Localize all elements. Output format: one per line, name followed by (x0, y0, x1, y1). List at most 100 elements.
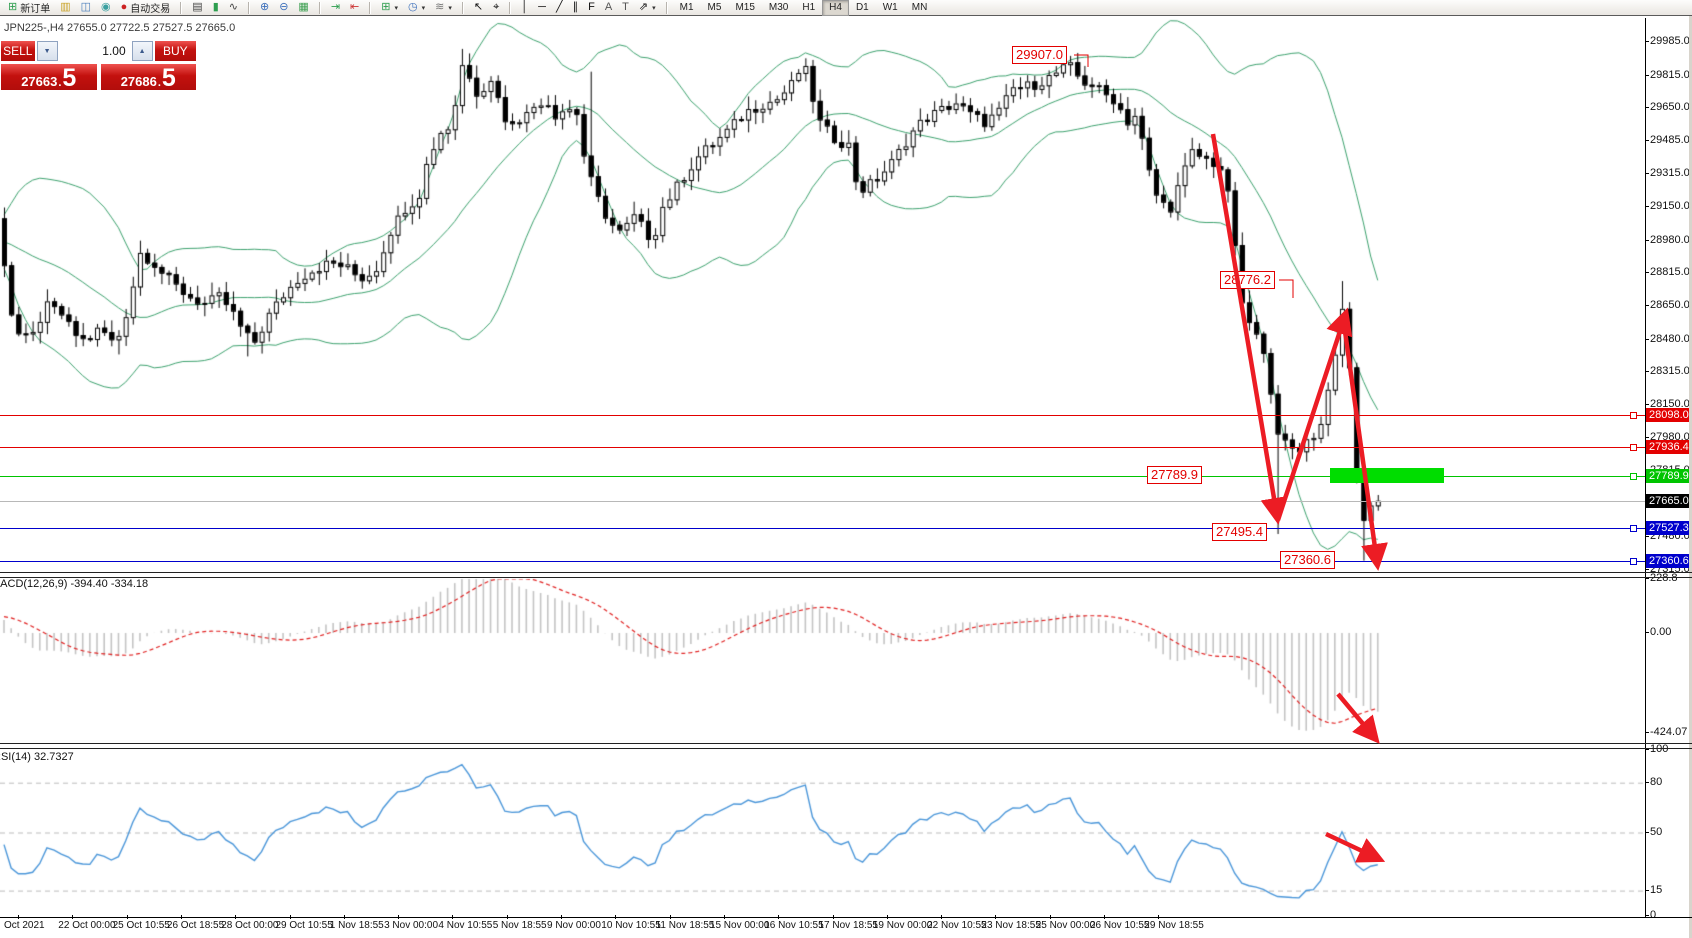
crosshair-icon: ⌖ (493, 1, 500, 13)
price-axis-tick: 28480.0 (1645, 332, 1690, 345)
rsi-axis-tick: 15 (1644, 884, 1663, 897)
timeline-label: Oct 2021 (4, 920, 45, 931)
price-axis-tick: 28315.0 (1645, 365, 1690, 378)
label-button[interactable]: T (617, 0, 634, 16)
price-level-badge: 27789.9 (1646, 469, 1692, 483)
auto-scroll-button[interactable]: ⇤ (345, 0, 364, 16)
level-line-27360.6[interactable] (0, 558, 1645, 565)
pane-separator-rsi[interactable] (0, 743, 1692, 749)
toolbar-group: │ ─ ╱ ∥ F A T ⇗ ▾ (513, 0, 663, 15)
arrows-button[interactable]: ⇗ ▾ (634, 0, 661, 16)
sell-price-main: 27663 (21, 74, 58, 89)
rsi-axis-tick: 80 (1644, 776, 1663, 789)
trend-arrow-3[interactable] (1341, 323, 1388, 571)
toolbar-group: ▤ ▮ ∿ (184, 0, 246, 15)
vertical-line-button[interactable]: │ (516, 0, 533, 16)
trend-arrow-4[interactable] (1336, 692, 1380, 744)
annotation-27495.4[interactable]: 27495.4 (1212, 523, 1267, 541)
cursor-button[interactable]: ↖ (469, 0, 488, 16)
trend-arrow-1[interactable] (1210, 133, 1288, 525)
zoom-in-icon: ⊕ (259, 1, 270, 13)
horizontal-line-button[interactable]: ─ (533, 0, 551, 16)
timeline-tick (289, 915, 291, 919)
autotrade-button[interactable]: ● 自动交易 (116, 0, 176, 16)
timeline-label: 11 Nov 18:55 (655, 920, 715, 931)
annotation-27789.9[interactable]: 27789.9 (1147, 466, 1202, 484)
timeframe-h4-button[interactable]: H4 (822, 0, 849, 16)
market-watch-button[interactable]: ▥ (55, 0, 75, 16)
timeline-label: 23 Nov 18:55 (981, 920, 1041, 931)
timeframe-h1-button[interactable]: H1 (802, 2, 816, 13)
toolbar-separator (369, 1, 372, 14)
timeline-tick (941, 915, 943, 919)
trend-arrow-2[interactable] (1275, 307, 1353, 521)
new-order-button-label: 新订单 (20, 4, 51, 15)
new-order-button[interactable]: ⊞ 新订单 (3, 0, 55, 16)
timeframe-m5-button[interactable]: M5 (707, 2, 722, 13)
annotation-27360.6[interactable]: 27360.6 (1280, 551, 1335, 569)
zoom-out-button[interactable]: ⊖ (274, 0, 293, 16)
trendline-button[interactable]: ╱ (551, 0, 568, 16)
tile-windows-button[interactable]: ▦ (293, 0, 313, 16)
bar-chart-button[interactable]: ▤ (187, 0, 207, 16)
fibonacci-icon: F (588, 1, 595, 13)
timeline-label: 22 Nov 10:55 (927, 920, 987, 931)
level-line-27665.0[interactable] (0, 501, 1645, 502)
candlestick-button[interactable]: ▮ (208, 0, 224, 16)
level-line-28098.0[interactable] (0, 412, 1645, 419)
buy-price-button[interactable]: 27686. 5 (99, 63, 197, 92)
buy-price-pip: 5 (161, 64, 176, 92)
line-chart-button[interactable]: ∿ (224, 0, 243, 16)
timeframe-m1-button[interactable]: M1 (679, 2, 694, 13)
timeline-label: 15 Nov 00:00 (709, 920, 770, 931)
timeline-tick (343, 915, 345, 919)
volume-decrease-button[interactable]: ▼ (36, 41, 58, 61)
level-line-27527.3[interactable] (0, 525, 1645, 532)
dropdown-caret-icon: ▾ (421, 4, 426, 12)
templates-button[interactable]: ≋ ▾ (430, 0, 457, 16)
toolbar: ⊞ 新订单 ▥ ◫ ◉ ● 自动交易 ▤ ▮ ∿ ⊕ ⊖ ▦ ⇥ ⇤ ⊞ ▾ ◷ ▾ ≋ ▾ ↖ ⌖ │ ─ ╱ ∥ F A T ⇗ ▾ M1 M… (0, 0, 1692, 16)
level-anchor-square (1630, 558, 1637, 565)
periods-button[interactable]: ◷ ▾ (403, 0, 430, 16)
level-line-27936.4[interactable] (0, 444, 1645, 451)
price-level-badge: 28098.0 (1646, 408, 1692, 422)
candlestick-icon: ▮ (212, 1, 219, 13)
fibonacci-button[interactable]: F (583, 0, 600, 16)
chart-shift-button[interactable]: ⇥ (326, 0, 345, 16)
timeline-tick (18, 915, 19, 919)
indicators-button[interactable]: ⊞ ▾ (376, 0, 403, 16)
arrows-icon: ⇗ (638, 1, 649, 13)
timeframe-w1-button[interactable]: W1 (882, 2, 898, 13)
buy-button[interactable]: BUY (153, 40, 197, 62)
signals-button[interactable]: ◉ (96, 0, 116, 16)
timeframe-m15-button[interactable]: M15 (735, 2, 755, 13)
trend-arrow-5[interactable] (1325, 831, 1386, 863)
timeline-label: 29 Nov 18:55 (1144, 920, 1204, 931)
level-line-27789.9[interactable] (0, 473, 1645, 480)
price-axis-tick: 28815.0 (1645, 266, 1690, 279)
text-button[interactable]: A (600, 0, 617, 16)
supply-zone-rectangle[interactable] (1330, 468, 1444, 483)
data-window-button[interactable]: ◫ (76, 0, 96, 16)
macd-axis-tick: 0.00 (1644, 626, 1672, 638)
volume-input[interactable] (57, 41, 132, 61)
timeline-tick (995, 915, 997, 919)
timeline-label: 28 Oct 00:00 (221, 920, 279, 931)
crosshair-button[interactable]: ⌖ (488, 0, 504, 16)
tile-windows-icon: ▦ (298, 1, 309, 13)
annotation-29907.0[interactable]: 29907.0 (1012, 46, 1067, 64)
rsi-axis-tick: 100 (1644, 743, 1669, 755)
sell-button[interactable]: SELL (0, 40, 36, 62)
sell-price-button[interactable]: 27663. 5 (0, 63, 98, 91)
volume-increase-button[interactable]: ▲ (131, 41, 153, 61)
timeline-label: 17 Nov 18:55 (818, 920, 879, 931)
timeframe-m30-button[interactable]: M30 (768, 2, 789, 13)
channel-button[interactable]: ∥ (568, 0, 584, 16)
timeline-tick (235, 915, 237, 919)
pane-separator-macd[interactable] (0, 572, 1692, 578)
zoom-in-button[interactable]: ⊕ (255, 0, 274, 16)
timeframe-d1-button[interactable]: D1 (855, 2, 869, 13)
timeline-tick (180, 915, 182, 919)
price-level-badge: 27360.6 (1646, 554, 1692, 568)
timeframe-mn-button[interactable]: MN (911, 2, 928, 13)
